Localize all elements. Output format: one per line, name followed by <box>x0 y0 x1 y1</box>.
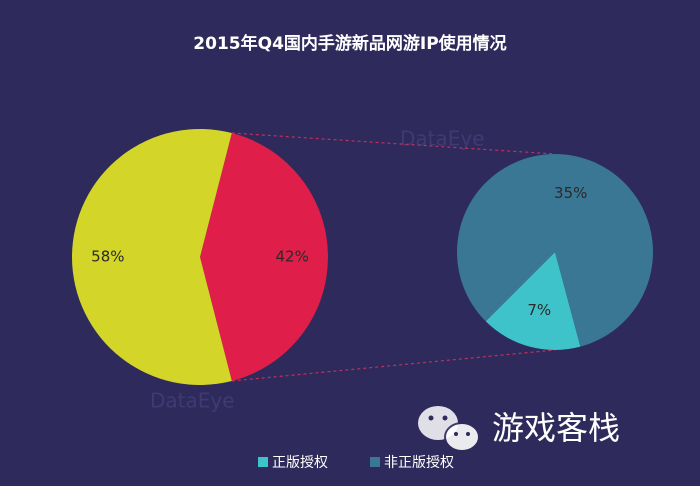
value-label: 42% <box>275 248 308 266</box>
legend-label: 非正版授权 <box>384 455 454 471</box>
pie-slice <box>457 154 653 347</box>
value-label: 7% <box>527 301 551 319</box>
pie-slice <box>200 133 328 381</box>
pie-slice <box>71 129 232 385</box>
pie-slice <box>485 252 581 351</box>
connector <box>231 349 556 382</box>
legend-swatch <box>370 457 380 467</box>
wechat-icon <box>418 406 480 452</box>
legend-label: 正版授权 <box>272 455 328 471</box>
brand-watermark: DataEye <box>150 389 235 413</box>
chart-title: 2015年Q4国内手游新品网游IP使用情况 <box>193 33 506 54</box>
value-label: 58% <box>91 248 124 266</box>
value-label: 35% <box>554 184 587 202</box>
legend: 正版授权 非正版授权 <box>258 455 454 471</box>
watermark: 游戏客栈 <box>492 409 620 447</box>
pies: 58% 42% 7% 35% <box>71 129 653 385</box>
legend-swatch <box>258 457 268 467</box>
